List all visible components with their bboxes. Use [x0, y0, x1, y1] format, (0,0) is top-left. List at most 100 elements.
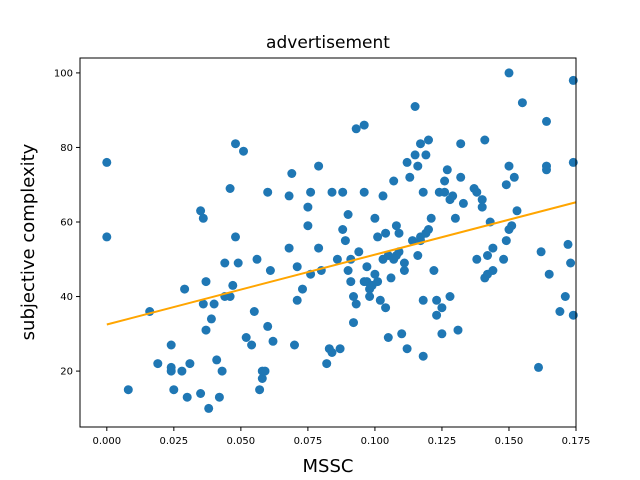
data-point — [340, 236, 350, 246]
data-point — [346, 277, 356, 287]
data-point — [448, 191, 458, 201]
data-point — [268, 336, 278, 346]
y-tick-label: 60 — [60, 218, 73, 229]
data-point — [198, 213, 208, 223]
data-point — [397, 329, 407, 339]
data-point — [483, 251, 492, 260]
data-point — [472, 187, 482, 197]
data-point — [373, 277, 383, 287]
data-point — [421, 150, 431, 160]
x-tick-label: 0.025 — [160, 436, 189, 447]
data-point — [432, 310, 442, 320]
data-point — [432, 295, 442, 305]
data-point — [166, 366, 176, 376]
data-point — [410, 150, 420, 160]
data-point — [257, 374, 267, 383]
data-point — [180, 284, 190, 294]
data-point — [424, 225, 433, 234]
x-tick-label: 0.100 — [361, 436, 390, 447]
data-point — [351, 299, 361, 309]
data-point — [416, 139, 425, 149]
regression-line — [106, 201, 577, 326]
data-point — [375, 295, 385, 305]
data-point — [391, 221, 401, 231]
x-tick-label: 0.050 — [227, 436, 256, 447]
data-point — [504, 161, 514, 171]
data-point — [182, 392, 192, 402]
data-point — [426, 213, 436, 223]
data-point — [386, 273, 396, 283]
data-point — [536, 247, 546, 257]
axes-frame — [79, 57, 577, 428]
data-point — [534, 362, 543, 372]
data-point — [394, 228, 404, 238]
data-point — [456, 139, 466, 149]
data-point — [381, 228, 391, 238]
data-point — [472, 254, 482, 264]
data-point — [359, 120, 369, 130]
data-point — [418, 295, 428, 305]
data-point — [381, 303, 391, 313]
data-point — [373, 232, 383, 242]
data-point — [509, 172, 519, 182]
data-point — [314, 161, 324, 171]
data-point — [292, 295, 302, 305]
data-point — [185, 359, 195, 369]
data-point — [555, 307, 565, 316]
data-point — [249, 307, 259, 316]
data-point — [287, 169, 297, 178]
data-point — [456, 172, 466, 182]
data-point — [440, 176, 450, 186]
data-point — [440, 187, 450, 197]
data-point — [153, 359, 163, 369]
y-axis-label: subjective complexity — [18, 143, 39, 340]
data-point — [504, 68, 514, 78]
data-point — [166, 340, 176, 350]
data-point — [442, 165, 452, 175]
data-point — [198, 299, 208, 309]
x-tick-label: 0.175 — [562, 436, 591, 447]
data-point — [405, 172, 415, 182]
data-point — [196, 389, 206, 398]
data-point — [306, 187, 316, 197]
data-point — [453, 325, 463, 335]
x-tick-label: 0.150 — [495, 436, 524, 447]
chart-title: advertisement — [266, 33, 390, 53]
data-point — [351, 124, 361, 134]
data-point — [255, 385, 265, 395]
x-axis-label: MSSC — [303, 456, 354, 477]
data-point — [458, 198, 468, 208]
data-point — [437, 303, 447, 313]
data-point — [349, 292, 358, 301]
data-point — [501, 236, 511, 246]
data-point — [413, 161, 423, 171]
data-point — [359, 187, 369, 197]
data-point — [488, 243, 498, 253]
data-point — [327, 187, 337, 197]
data-point — [102, 232, 112, 242]
data-point — [220, 258, 230, 268]
data-point — [429, 266, 439, 275]
data-point — [303, 221, 313, 231]
data-point — [225, 292, 235, 301]
data-point — [298, 284, 307, 294]
data-point — [265, 266, 275, 275]
data-point — [292, 262, 302, 272]
data-point — [399, 258, 409, 268]
data-point — [327, 348, 337, 357]
data-point — [383, 333, 393, 342]
data-point — [338, 225, 348, 234]
data-point — [362, 262, 372, 272]
data-point — [332, 254, 342, 264]
data-point — [389, 176, 399, 186]
data-point — [477, 195, 487, 205]
data-point — [408, 236, 417, 246]
data-point — [424, 135, 433, 145]
data-point — [241, 333, 251, 342]
data-point — [177, 366, 187, 376]
data-point — [252, 254, 262, 264]
data-point — [247, 340, 257, 350]
data-point — [499, 254, 509, 264]
